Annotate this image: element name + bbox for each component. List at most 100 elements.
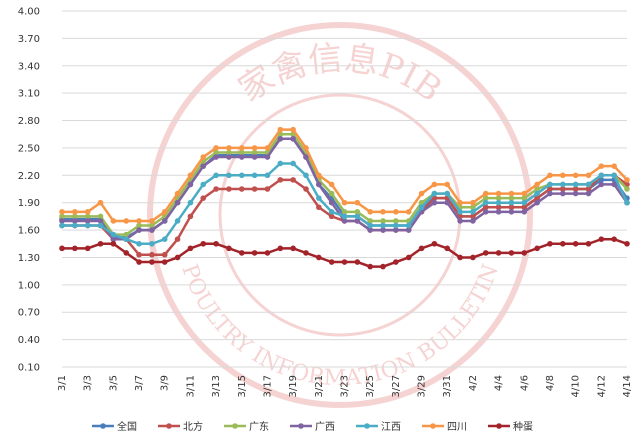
data-point xyxy=(521,204,528,211)
x-tick-label: 3/27 xyxy=(391,375,402,397)
data-point xyxy=(405,254,412,261)
data-point xyxy=(393,209,399,215)
data-point xyxy=(495,204,502,211)
x-tick-label: 3/29 xyxy=(417,375,428,397)
data-point xyxy=(611,181,617,188)
legend-marker xyxy=(298,423,304,429)
data-point xyxy=(482,190,489,197)
data-point xyxy=(572,190,579,197)
x-tick-label: 3/23 xyxy=(340,375,351,397)
data-point xyxy=(341,259,348,265)
x-tick-label: 3/31 xyxy=(442,375,453,397)
data-point xyxy=(611,163,617,169)
data-point xyxy=(59,213,65,220)
data-point xyxy=(470,209,476,215)
data-point xyxy=(521,190,528,197)
data-point xyxy=(110,231,117,238)
data-point xyxy=(328,190,335,197)
data-point xyxy=(200,195,207,201)
data-point xyxy=(213,145,219,151)
data-point xyxy=(238,186,245,192)
x-tick-label: 3/1 xyxy=(57,375,68,391)
data-point xyxy=(187,213,194,220)
data-point xyxy=(84,209,91,215)
data-point xyxy=(59,222,65,229)
legend-label: 北方 xyxy=(183,420,203,433)
data-point xyxy=(213,154,219,160)
data-point xyxy=(598,181,605,188)
y-tick-label: 1.30 xyxy=(18,253,40,264)
x-tick-label: 4/8 xyxy=(545,375,556,391)
data-point xyxy=(226,186,232,192)
data-point xyxy=(547,181,553,188)
data-point xyxy=(226,245,232,252)
data-point xyxy=(226,149,232,156)
x-tick-label: 3/21 xyxy=(314,375,325,397)
data-point xyxy=(264,145,271,151)
data-point xyxy=(316,181,322,188)
data-point xyxy=(380,227,386,233)
x-tick-label: 4/4 xyxy=(494,375,505,391)
data-point xyxy=(585,186,592,192)
x-tick-label: 3/19 xyxy=(288,375,299,397)
data-point xyxy=(341,213,348,220)
data-point xyxy=(290,160,296,167)
data-point xyxy=(290,177,296,183)
data-point xyxy=(444,245,451,252)
y-tick-label: 1.00 xyxy=(18,280,40,291)
data-point xyxy=(624,186,630,192)
data-point xyxy=(59,218,65,224)
data-point xyxy=(534,181,540,188)
data-point xyxy=(508,199,515,206)
data-point xyxy=(611,236,617,243)
data-point xyxy=(251,154,258,160)
y-tick-label: 0.40 xyxy=(18,335,40,346)
data-point xyxy=(316,254,322,261)
legend-marker xyxy=(364,423,370,429)
data-point xyxy=(187,172,194,179)
x-tick-label: 3/13 xyxy=(211,375,222,397)
data-point xyxy=(303,145,309,151)
data-point xyxy=(226,145,232,151)
data-point xyxy=(264,154,271,160)
data-point xyxy=(72,209,78,215)
data-point xyxy=(226,154,232,160)
data-point xyxy=(213,240,219,247)
data-point xyxy=(341,209,348,215)
data-point xyxy=(482,209,489,215)
legend-item: 广西 xyxy=(290,421,335,433)
data-point xyxy=(534,199,540,206)
data-point xyxy=(251,250,258,256)
data-point xyxy=(534,195,540,201)
data-point xyxy=(495,195,502,201)
data-point xyxy=(200,240,207,247)
data-point xyxy=(354,209,361,215)
data-point xyxy=(149,259,155,265)
watermark-ring xyxy=(147,22,533,408)
data-point xyxy=(59,245,65,252)
data-point xyxy=(328,259,335,265)
data-point xyxy=(495,199,502,206)
data-point xyxy=(393,218,399,224)
x-tick-label: 3/5 xyxy=(108,375,119,391)
data-point xyxy=(84,222,91,229)
data-point xyxy=(174,199,181,206)
data-point xyxy=(238,172,245,179)
data-point xyxy=(251,172,258,179)
data-point xyxy=(405,222,412,229)
watermark-text: 家禽信息PIB xyxy=(232,38,449,110)
data-point xyxy=(290,245,296,252)
data-point xyxy=(521,199,528,206)
data-point xyxy=(534,245,540,252)
data-point xyxy=(354,259,361,265)
data-point xyxy=(264,172,271,179)
data-point xyxy=(251,149,258,156)
data-point xyxy=(97,240,104,247)
data-point xyxy=(161,209,168,215)
data-point xyxy=(380,222,386,229)
data-point xyxy=(367,263,373,270)
legend-marker xyxy=(430,423,436,429)
y-tick-label: 0.10 xyxy=(18,363,40,374)
data-point xyxy=(110,218,117,224)
data-point xyxy=(508,195,515,201)
